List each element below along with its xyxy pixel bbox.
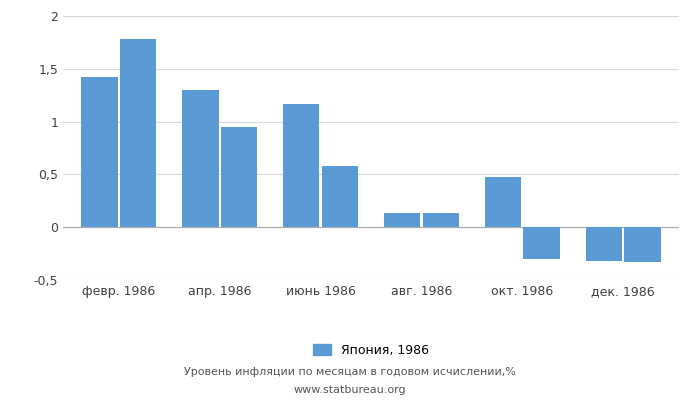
Bar xyxy=(120,39,156,227)
Bar xyxy=(423,214,459,227)
Bar xyxy=(321,166,358,227)
Bar xyxy=(182,90,218,227)
Bar xyxy=(81,77,118,227)
Bar xyxy=(586,227,622,261)
Bar xyxy=(283,104,319,227)
Bar xyxy=(485,176,522,227)
Bar xyxy=(220,127,257,227)
Legend: Япония, 1986: Япония, 1986 xyxy=(307,339,435,362)
Text: Уровень инфляции по месяцам в годовом исчислении,%: Уровень инфляции по месяцам в годовом ис… xyxy=(184,367,516,377)
Bar xyxy=(624,227,661,262)
Text: www.statbureau.org: www.statbureau.org xyxy=(294,385,406,395)
Bar xyxy=(524,227,560,259)
Bar xyxy=(384,214,421,227)
